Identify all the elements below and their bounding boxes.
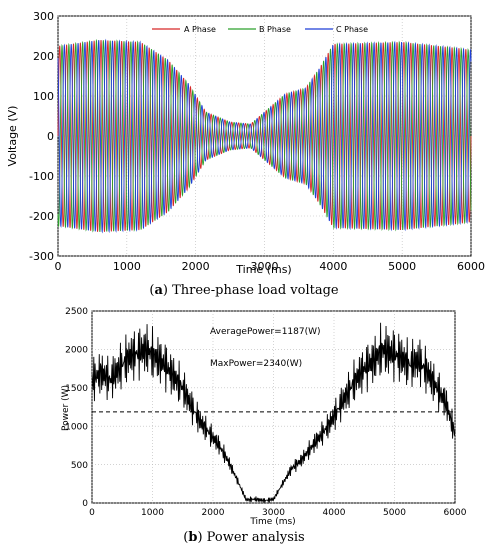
- power-chart: 0 1000 2000 3000 4000 5000 6000 0 500 1000 1500 20…: [61, 307, 467, 545]
- power-series-group: [91, 322, 456, 503]
- voltage-y-tick-label: 200: [33, 50, 54, 63]
- voltage-legend: A Phase B Phase C Phase: [152, 25, 368, 34]
- power-y-axis-label: Power (W): [61, 385, 71, 431]
- voltage-y-axis-label: Voltage (V): [6, 106, 19, 167]
- power-x-tick-label: 1000: [141, 508, 164, 518]
- voltage-series-c-phase: [57, 38, 472, 234]
- power-y-tick-label: 1500: [65, 384, 88, 394]
- voltage-chart: 0 1000 2000 3000 4000 5000 6000 -300 -200 -100 0 1…: [6, 10, 485, 298]
- voltage-x-tick-label: 0: [55, 260, 62, 273]
- voltage-x-tick-label: 6000: [457, 260, 485, 273]
- voltage-y-tick-label: -300: [29, 250, 54, 263]
- power-x-tick-label: 2000: [202, 508, 225, 518]
- voltage-series-b-phase: [57, 38, 472, 233]
- voltage-caption: (a) Three-phase load voltage: [149, 283, 339, 298]
- power-x-tick-label: 0: [89, 508, 95, 518]
- max-power-annotation: MaxPower=2340(W): [210, 359, 302, 369]
- voltage-x-tick-label: 3000: [251, 260, 279, 273]
- power-x-tick-label: 3000: [262, 508, 285, 518]
- power-x-tick-label: 4000: [323, 508, 346, 518]
- voltage-y-tick-label: 0: [47, 130, 54, 143]
- voltage-y-tick-label: -100: [29, 170, 54, 183]
- voltage-x-tick-label: 5000: [388, 260, 416, 273]
- power-x-tick-label: 5000: [383, 508, 406, 518]
- legend-b-phase-label: B Phase: [259, 25, 291, 34]
- voltage-series-group: [57, 38, 472, 234]
- voltage-series-a-phase: [57, 40, 472, 232]
- voltage-x-tick-label: 4000: [319, 260, 347, 273]
- voltage-x-axis-label: Time (ms): [235, 263, 291, 276]
- power-x-ticks: 0 1000 2000 3000 4000 5000 6000: [89, 508, 467, 518]
- power-y-ticks: 0 500 1000 1500 2000 2500: [65, 307, 88, 509]
- power-y-tick-label: 500: [71, 461, 88, 471]
- voltage-y-tick-label: 300: [33, 10, 54, 23]
- legend-a-phase-label: A Phase: [184, 25, 216, 34]
- power-x-axis-label: Time (ms): [249, 517, 295, 527]
- voltage-x-tick-label: 2000: [182, 260, 210, 273]
- voltage-y-tick-label: 100: [33, 90, 54, 103]
- power-y-tick-label: 0: [82, 499, 88, 509]
- power-y-tick-label: 1000: [65, 422, 88, 432]
- voltage-x-ticks: 0 1000 2000 3000 4000 5000 6000: [55, 260, 486, 273]
- voltage-x-tick-label: 1000: [113, 260, 141, 273]
- power-series-line: [91, 322, 456, 503]
- average-power-annotation: AveragePower=1187(W): [210, 327, 321, 337]
- legend-c-phase-label: C Phase: [336, 25, 368, 34]
- power-x-tick-label: 6000: [444, 508, 467, 518]
- power-y-tick-label: 2000: [65, 346, 88, 356]
- voltage-y-tick-label: -200: [29, 210, 54, 223]
- power-caption: (b) Power analysis: [183, 530, 304, 545]
- power-y-tick-label: 2500: [65, 307, 88, 317]
- voltage-y-ticks: -300 -200 -100 0 100 200 300: [29, 10, 54, 263]
